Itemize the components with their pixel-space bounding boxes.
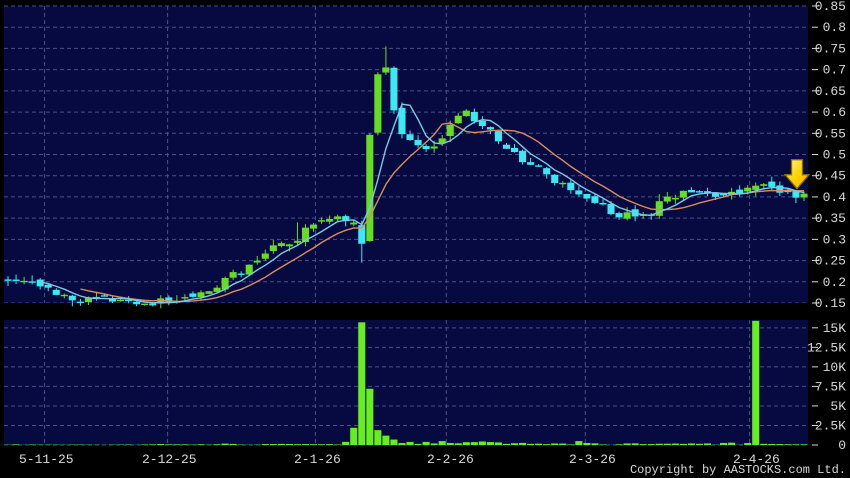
svg-text:0.85: 0.85 [815,0,846,14]
svg-text:7.5K: 7.5K [815,379,846,394]
svg-text:0.35: 0.35 [815,211,846,226]
svg-text:0.4: 0.4 [823,190,847,205]
svg-text:2-12-25: 2-12-25 [142,452,197,467]
svg-text:0.7: 0.7 [823,63,846,78]
svg-text:15K: 15K [823,321,847,336]
svg-text:0.5: 0.5 [823,148,846,163]
svg-text:0.2: 0.2 [823,275,846,290]
svg-text:0.8: 0.8 [823,20,846,35]
svg-text:0.6: 0.6 [823,105,846,120]
svg-text:5-11-25: 5-11-25 [19,452,74,467]
svg-text:0.65: 0.65 [815,84,846,99]
svg-text:0.15: 0.15 [815,296,846,311]
svg-text:2-2-26: 2-2-26 [427,452,474,467]
svg-text:0.55: 0.55 [815,126,846,141]
svg-text:5K: 5K [830,399,846,414]
svg-text:Copyright by AASTOCKS.com Ltd.: Copyright by AASTOCKS.com Ltd. [630,463,846,477]
svg-text:2-3-26: 2-3-26 [569,452,616,467]
svg-text:0.3: 0.3 [823,232,846,247]
svg-text:0.75: 0.75 [815,41,846,56]
svg-text:2.5K: 2.5K [815,418,846,433]
svg-text:10K: 10K [823,360,847,375]
svg-text:0: 0 [838,438,846,453]
svg-text:2-1-26: 2-1-26 [294,452,341,467]
svg-text:0.45: 0.45 [815,169,846,184]
svg-text:0.25: 0.25 [815,254,846,269]
